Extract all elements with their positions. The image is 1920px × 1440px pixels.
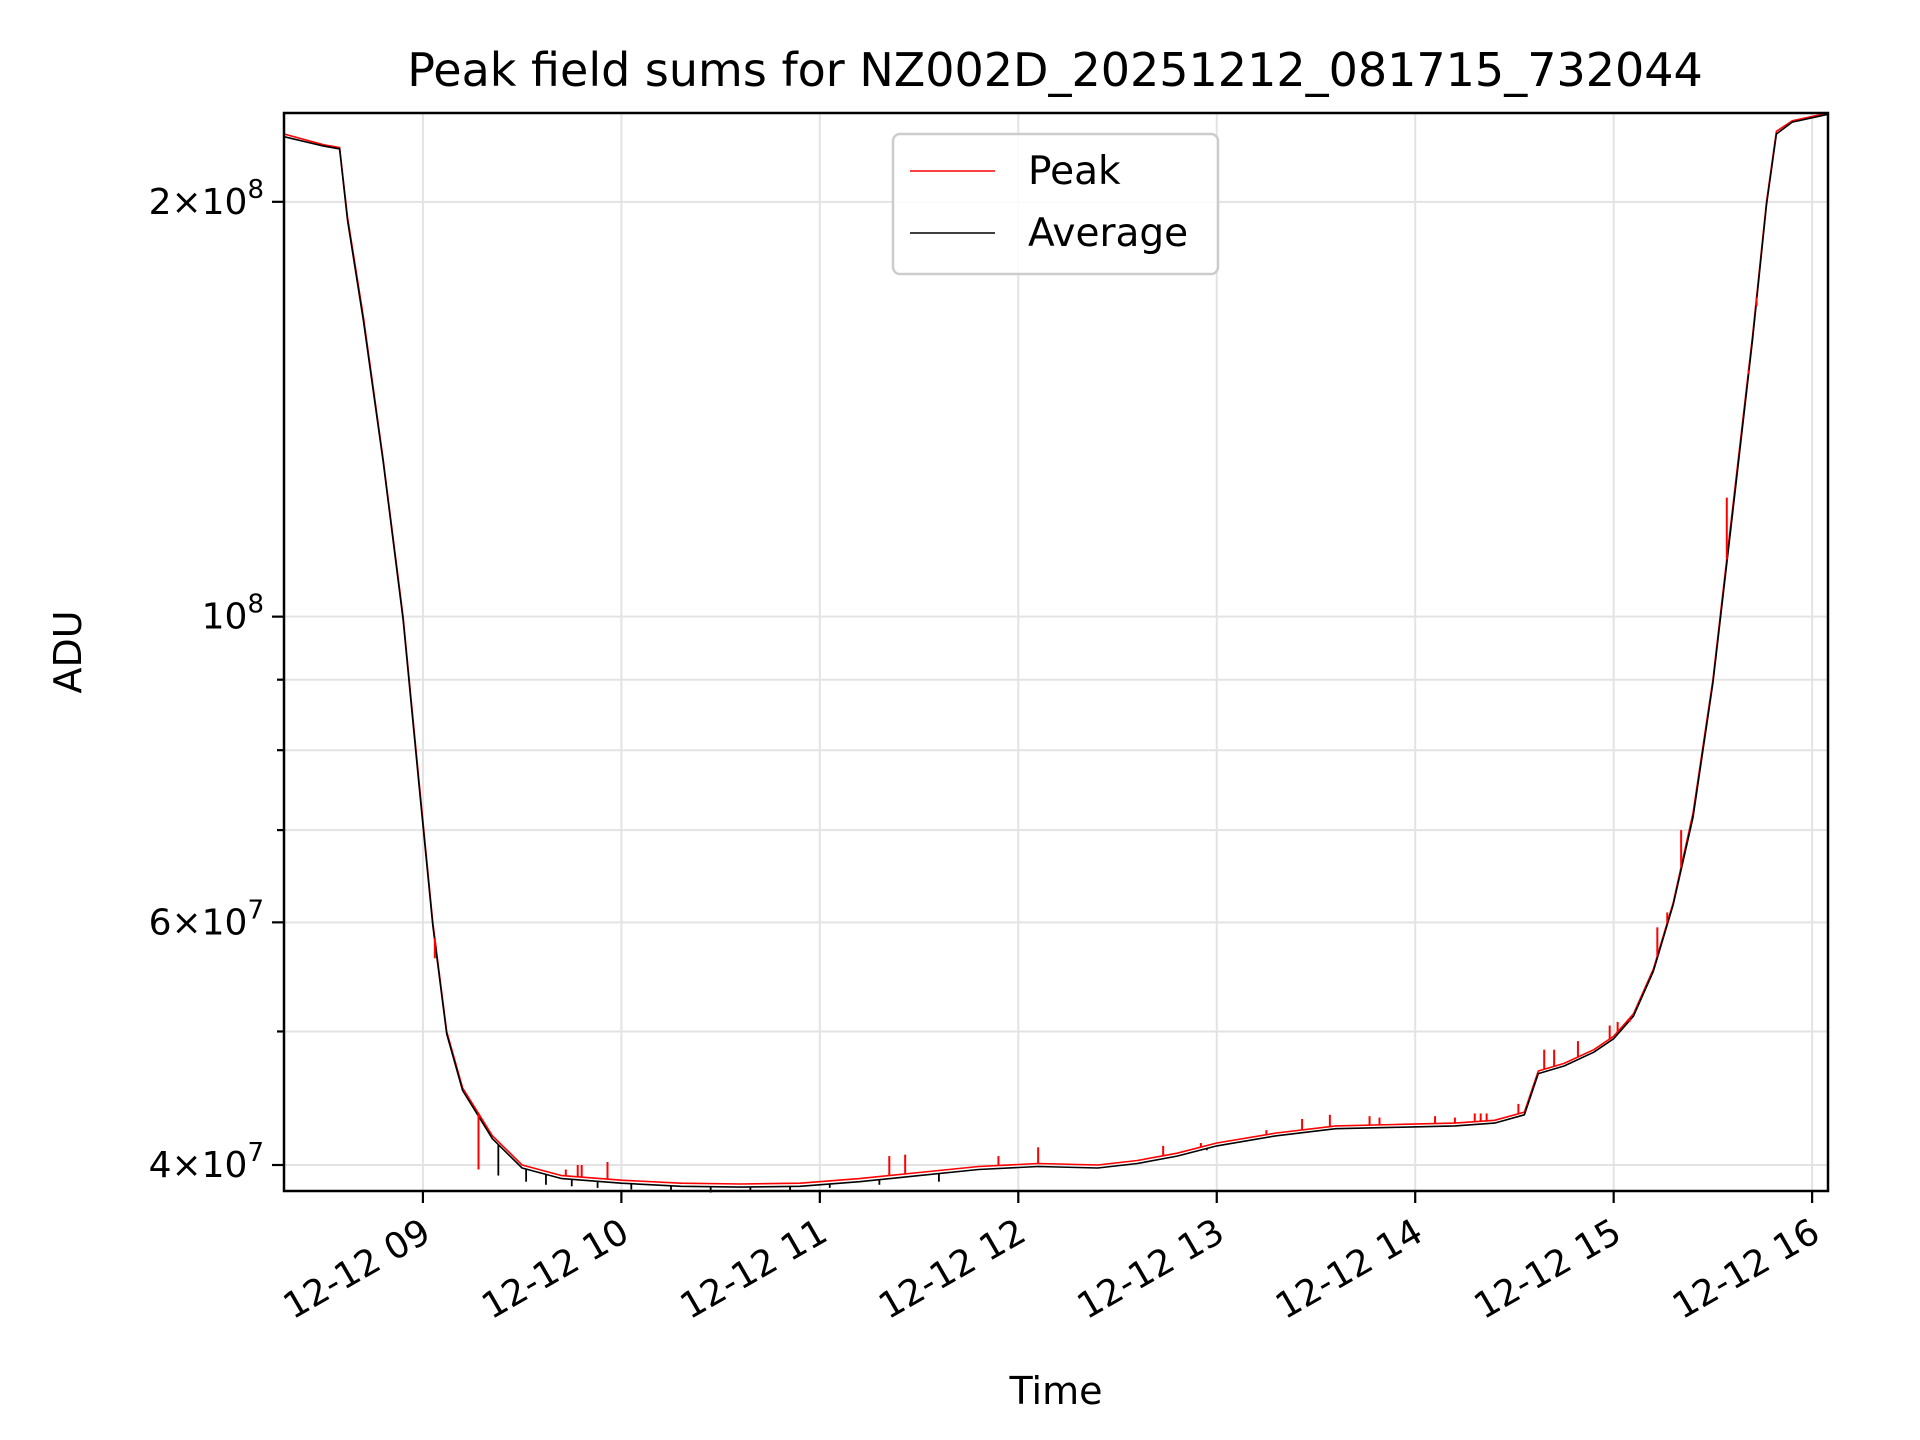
x-tick-label: 12-12 10 <box>475 1211 636 1327</box>
y-tick-exponent: 7 <box>247 895 264 925</box>
x-axis-label: Time <box>1009 1369 1103 1413</box>
y-tick-exponent: 8 <box>247 590 264 620</box>
x-tick-label: 12-12 16 <box>1666 1211 1827 1327</box>
y-tick-mantissa: 6 <box>149 902 172 943</box>
x-tick-label: 12-12 11 <box>674 1211 835 1327</box>
y-tick-label: 108 <box>202 590 264 638</box>
legend-average-label: Average <box>1028 211 1188 256</box>
y-tick-exponent: 7 <box>247 1138 264 1168</box>
y-tick-times: × <box>171 902 201 943</box>
series-average-line <box>283 113 1829 1188</box>
y-tick-label: 2×108 <box>149 175 264 223</box>
y-tick-base: 10 <box>202 902 248 943</box>
x-tick-label: 12-12 09 <box>277 1211 438 1327</box>
tick-layer: 12-12 09 12-12 10 12-12 11 12-12 12 12-12 13… <box>149 175 1827 1328</box>
x-tick-label: 12-12 15 <box>1467 1211 1628 1327</box>
plot-frame <box>282 111 1830 1193</box>
x-tick-label: 12-12 13 <box>1071 1211 1232 1327</box>
legend-peak-label: Peak <box>1028 149 1121 194</box>
y-tick-mantissa: 2 <box>149 182 172 223</box>
x-tick-label: 12-12 12 <box>872 1211 1033 1327</box>
series-layer <box>283 112 1829 1193</box>
legend: Peak Average <box>891 132 1220 276</box>
y-tick-times: × <box>171 182 201 223</box>
chart-title: Peak field sums for NZ002D_20251212_0817… <box>407 43 1703 97</box>
y-tick-exponent: 8 <box>247 175 264 205</box>
y-tick-mantissa: 4 <box>149 1145 172 1186</box>
y-axis-label: ADU <box>46 610 90 693</box>
x-tick-label: 12-12 14 <box>1269 1211 1430 1327</box>
y-tick-base: 10 <box>202 1145 248 1186</box>
legend-box <box>891 132 1220 276</box>
y-tick-label: 4×107 <box>149 1138 264 1186</box>
grid-layer <box>284 113 1828 1191</box>
y-tick-label: 6×107 <box>149 895 264 943</box>
y-tick-times: × <box>171 1145 201 1186</box>
y-tick-base: 10 <box>202 597 248 638</box>
y-tick-base: 10 <box>202 182 248 223</box>
